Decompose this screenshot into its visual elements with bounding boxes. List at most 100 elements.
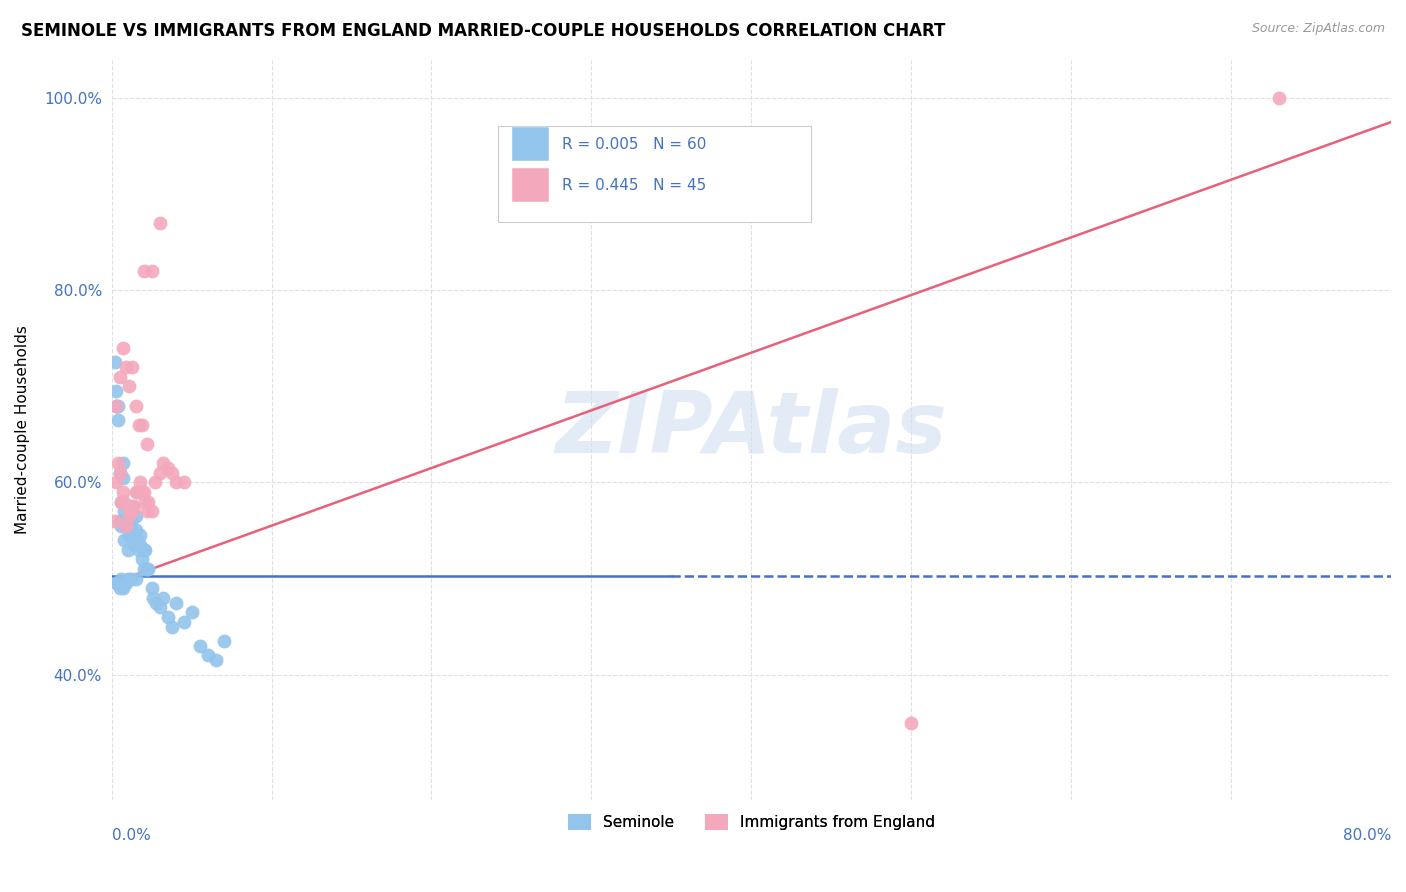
Point (110, 494, 132, 508)
Point (120, 504, 142, 518)
Point (112, 576, 135, 591)
Point (138, 562, 160, 576)
Point (121, 500, 143, 514)
Point (108, 466, 131, 480)
Point (132, 264, 155, 278)
Point (115, 576, 138, 591)
Point (138, 494, 160, 508)
Point (110, 518, 132, 533)
Point (145, 596, 167, 610)
Point (135, 504, 157, 518)
Point (105, 384, 128, 398)
Point (900, 715, 922, 730)
Point (149, 466, 172, 480)
Point (129, 475, 152, 490)
Point (111, 456, 134, 470)
Point (124, 572, 146, 586)
Point (112, 533, 135, 547)
Point (127, 485, 149, 500)
Point (108, 514, 131, 528)
FancyBboxPatch shape (498, 126, 811, 222)
Point (149, 600, 172, 615)
Text: 0.0%: 0.0% (111, 829, 150, 844)
Point (134, 542, 156, 557)
Point (131, 417, 153, 432)
Point (132, 562, 155, 576)
Point (129, 538, 152, 552)
Point (120, 572, 142, 586)
Y-axis label: Married-couple Households: Married-couple Households (15, 326, 30, 534)
Point (111, 581, 134, 595)
Point (135, 437, 157, 451)
Point (111, 470, 134, 484)
Point (107, 413, 129, 427)
Point (117, 500, 139, 514)
Point (128, 542, 150, 557)
Point (131, 485, 153, 500)
Point (135, 562, 157, 576)
Text: R = 0.005   N = 60: R = 0.005 N = 60 (562, 137, 706, 153)
Point (117, 542, 139, 557)
Point (112, 504, 135, 518)
Point (1268, 91, 1291, 105)
Point (115, 360, 138, 375)
Point (105, 576, 128, 591)
Point (132, 542, 155, 557)
Point (128, 417, 150, 432)
Point (188, 639, 211, 653)
Legend: Seminole, Immigrants from England: Seminole, Immigrants from England (562, 808, 941, 837)
Point (162, 619, 184, 633)
Point (107, 456, 129, 470)
Point (107, 576, 129, 591)
Point (142, 591, 165, 605)
Point (104, 355, 127, 369)
Point (108, 369, 131, 384)
Point (156, 461, 179, 475)
Point (122, 500, 145, 514)
Point (105, 399, 128, 413)
Point (156, 610, 179, 624)
Point (165, 475, 187, 490)
Point (118, 509, 141, 524)
Point (112, 494, 135, 508)
Point (180, 605, 202, 619)
Point (131, 552, 153, 566)
Text: SEMINOLE VS IMMIGRANTS FROM ENGLAND MARRIED-COUPLE HOUSEHOLDS CORRELATION CHART: SEMINOLE VS IMMIGRANTS FROM ENGLAND MARR… (21, 22, 945, 40)
Point (124, 524, 146, 538)
Point (141, 504, 163, 518)
Point (121, 360, 143, 375)
Point (104, 514, 127, 528)
Point (129, 528, 152, 542)
Point (141, 264, 163, 278)
Point (107, 399, 129, 413)
Point (118, 379, 141, 393)
Point (128, 485, 150, 500)
Text: Source: ZipAtlas.com: Source: ZipAtlas.com (1251, 22, 1385, 36)
FancyBboxPatch shape (512, 168, 550, 202)
Point (173, 475, 195, 490)
Point (212, 634, 235, 648)
Point (127, 538, 149, 552)
Point (115, 518, 138, 533)
Text: R = 0.445   N = 45: R = 0.445 N = 45 (562, 178, 706, 193)
Point (143, 475, 166, 490)
Point (105, 475, 128, 490)
Point (162, 466, 184, 480)
Point (110, 572, 132, 586)
Point (204, 653, 226, 667)
Point (124, 509, 146, 524)
Point (165, 596, 187, 610)
Point (118, 528, 141, 542)
Point (110, 494, 132, 508)
Point (124, 399, 146, 413)
Point (152, 456, 174, 470)
Point (117, 514, 139, 528)
Point (152, 591, 174, 605)
Point (111, 341, 134, 355)
Text: ZIPAtlas: ZIPAtlas (555, 388, 948, 471)
Point (149, 216, 172, 230)
Point (115, 518, 138, 533)
Point (108, 581, 131, 595)
Point (122, 538, 145, 552)
Point (141, 581, 163, 595)
